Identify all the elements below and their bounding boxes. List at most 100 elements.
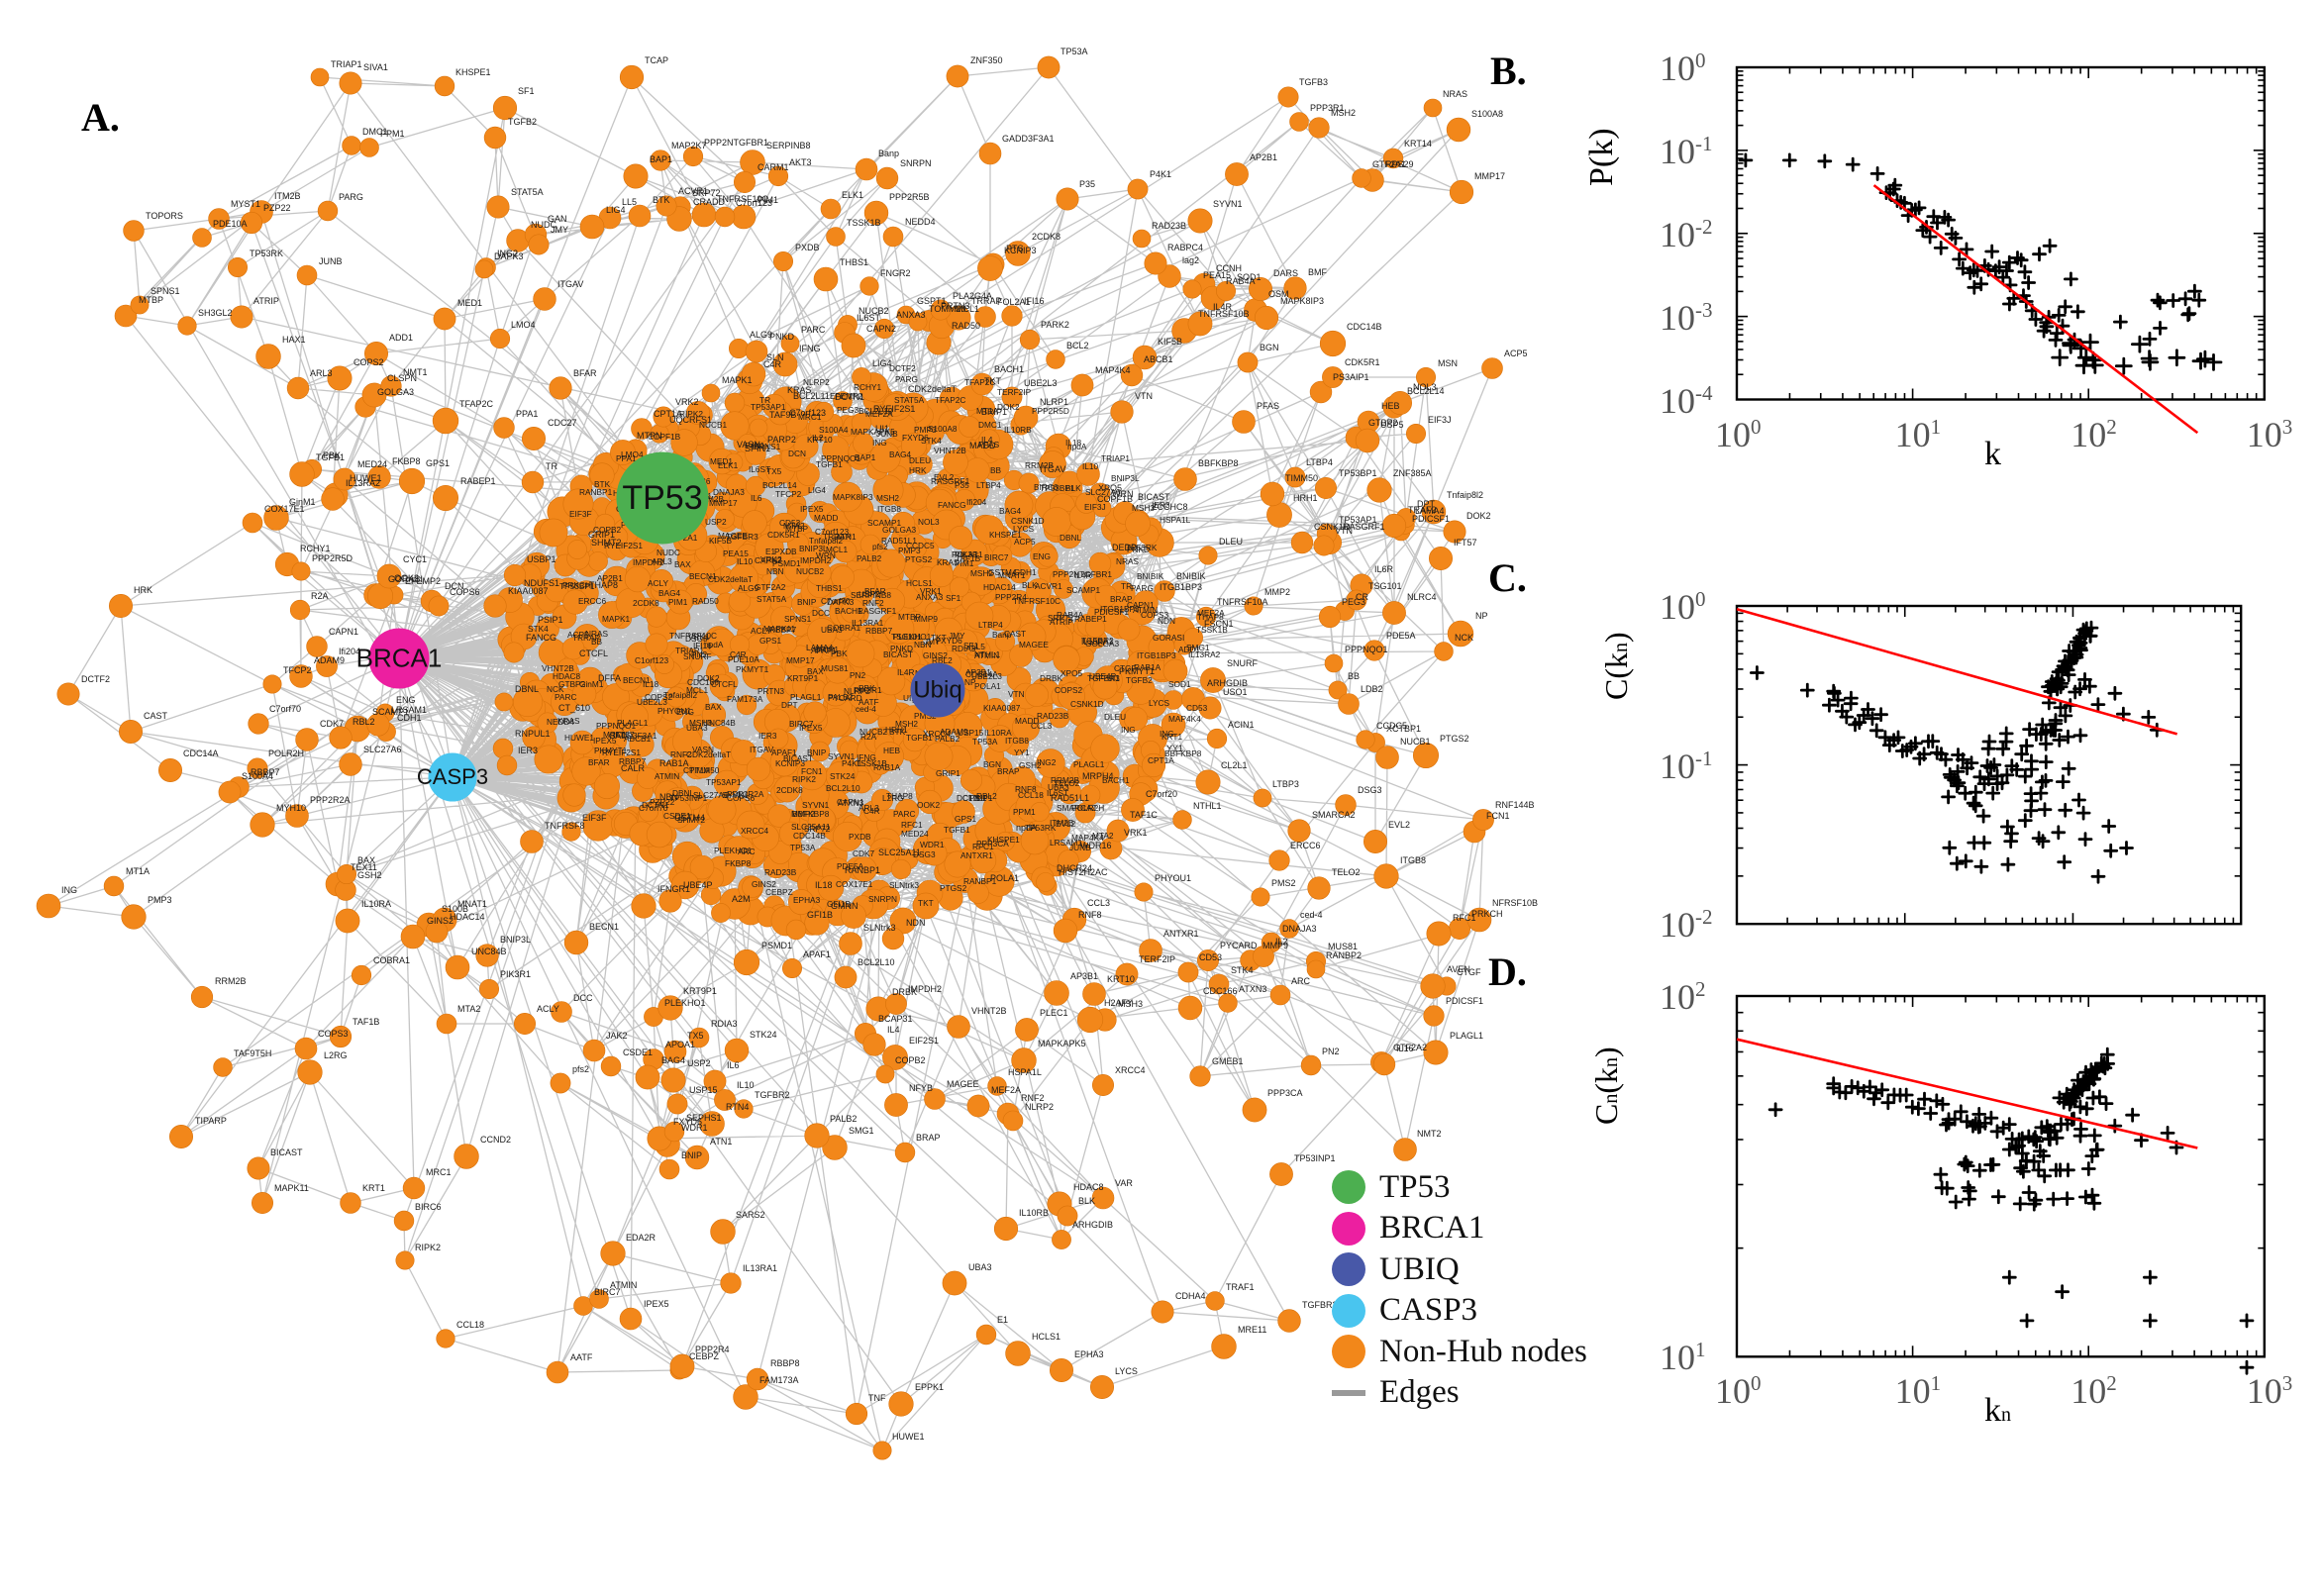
svg-text:TP53A: TP53A [1060, 47, 1088, 56]
svg-text:ARC: ARC [1291, 976, 1311, 986]
svg-text:PARC: PARC [893, 809, 915, 819]
svg-text:TP53INP1: TP53INP1 [1294, 1153, 1336, 1163]
svg-text:C7orf123: C7orf123 [736, 198, 772, 208]
svg-text:ENG: ENG [396, 695, 416, 705]
svg-text:TELO2: TELO2 [1332, 867, 1361, 877]
svg-text:AVEN: AVEN [1447, 964, 1470, 974]
svg-text:ARHGDIB: ARHGDIB [1072, 1220, 1113, 1230]
svg-text:VTN: VTN [1135, 391, 1153, 401]
svg-text:COX17E1: COX17E1 [836, 879, 873, 889]
svg-text:SMARCA2: SMARCA2 [1312, 810, 1356, 820]
svg-text:KCNIP3: KCNIP3 [1004, 246, 1037, 255]
svg-text:COPF1B: COPF1B [1097, 494, 1133, 504]
svg-text:COPS6: COPS6 [450, 587, 480, 597]
svg-text:LRSAM1: LRSAM1 [1050, 838, 1083, 848]
svg-text:KRT10: KRT10 [807, 435, 833, 445]
svg-text:MED1: MED1 [710, 456, 733, 466]
svg-text:TP53A: TP53A [972, 737, 998, 747]
svg-text:NFRSF10B: NFRSF10B [1492, 898, 1538, 908]
svg-text:COBRA1: COBRA1 [373, 955, 410, 965]
svg-text:DSG3: DSG3 [1358, 785, 1382, 795]
svg-text:PIM1: PIM1 [668, 597, 688, 607]
svg-text:JAK2: JAK2 [606, 1031, 628, 1041]
svg-text:ACIN1: ACIN1 [1228, 720, 1255, 730]
svg-text:NUCB1: NUCB1 [1400, 737, 1431, 747]
svg-text:DBNL: DBNL [515, 684, 539, 694]
svg-text:PPP2R2A: PPP2R2A [727, 789, 764, 799]
svg-text:NMT2: NMT2 [1417, 1129, 1442, 1139]
svg-text:PEA15: PEA15 [723, 549, 749, 558]
svg-text:THAP8: THAP8 [589, 580, 618, 590]
svg-text:NDN: NDN [906, 918, 926, 928]
svg-text:TKT: TKT [931, 633, 947, 643]
svg-text:FNGR2: FNGR2 [880, 268, 911, 278]
svg-text:SLNtrk3: SLNtrk3 [889, 880, 919, 890]
svg-text:MTBP: MTBP [139, 295, 163, 305]
svg-text:STAT5A: STAT5A [511, 187, 544, 197]
svg-text:BICAST: BICAST [883, 649, 913, 659]
svg-text:XRCC4: XRCC4 [1115, 1065, 1146, 1075]
svg-text:UNC84B: UNC84B [703, 718, 736, 728]
svg-text:PPP2R4: PPP2R4 [995, 592, 1027, 602]
svg-text:MAGEE: MAGEE [1019, 640, 1049, 649]
svg-text:PPP2R4: PPP2R4 [695, 1345, 730, 1354]
svg-text:JUNB: JUNB [319, 256, 343, 266]
svg-text:IL6ST: IL6ST [857, 313, 881, 323]
svg-text:USP5: USP5 [1380, 420, 1404, 430]
svg-text:EDA2R: EDA2R [626, 1233, 656, 1243]
svg-text:USP15: USP15 [689, 1085, 718, 1095]
svg-text:CDK5R1: CDK5R1 [1345, 357, 1380, 367]
svg-text:pfs2: pfs2 [572, 1064, 589, 1074]
svg-text:IL18: IL18 [643, 679, 659, 689]
svg-text:MMP17: MMP17 [786, 655, 815, 665]
svg-text:RRM2B: RRM2B [215, 976, 247, 986]
svg-text:R2A: R2A [311, 591, 329, 601]
svg-text:PLAGL1: PLAGL1 [617, 718, 649, 728]
svg-text:ced-4: ced-4 [1300, 910, 1323, 920]
svg-text:PXDB: PXDB [849, 832, 871, 842]
svg-text:CT_610: CT_610 [558, 703, 590, 713]
svg-text:RYEIF2S1: RYEIF2S1 [873, 404, 915, 414]
svg-text:AP2B1: AP2B1 [1250, 152, 1277, 162]
svg-text:CDHA4: CDHA4 [1175, 1291, 1206, 1301]
svg-text:MSH2: MSH2 [876, 493, 899, 503]
svg-text:SPNS1: SPNS1 [784, 614, 812, 624]
svg-text:NFYB: NFYB [909, 1083, 933, 1093]
svg-text:PALB2: PALB2 [830, 1114, 857, 1124]
svg-text:TAF1B: TAF1B [353, 1017, 379, 1027]
svg-text:TAF1C: TAF1C [1130, 810, 1158, 820]
svg-text:PDE5A: PDE5A [1386, 631, 1416, 641]
svg-text:PPA1: PPA1 [516, 409, 538, 419]
svg-text:LIG4: LIG4 [606, 205, 626, 215]
svg-text:TRIAP1: TRIAP1 [331, 59, 362, 69]
svg-text:TNFRSF10A: TNFRSF10A [1217, 597, 1268, 607]
svg-text:SERPINB8: SERPINB8 [766, 141, 811, 150]
svg-text:ING: ING [1121, 725, 1136, 735]
svg-text:FKBP8: FKBP8 [392, 456, 421, 466]
svg-text:ATXN3: ATXN3 [1239, 984, 1266, 994]
svg-text:TSSK1B: TSSK1B [847, 218, 881, 228]
svg-text:ANTXR1: ANTXR1 [960, 850, 993, 860]
svg-text:MYH10: MYH10 [276, 803, 306, 813]
svg-text:HUWE1: HUWE1 [892, 1432, 925, 1442]
svg-text:RAB1A: RAB1A [659, 758, 689, 768]
svg-text:ATMIN: ATMIN [610, 1280, 637, 1290]
svg-text:LTBP3: LTBP3 [1272, 779, 1299, 789]
svg-text:THBS1: THBS1 [816, 583, 843, 593]
svg-text:C7orf70: C7orf70 [269, 704, 301, 714]
svg-text:DNAJA3: DNAJA3 [1282, 924, 1317, 934]
svg-text:PYCARD: PYCARD [1220, 941, 1258, 950]
svg-text:UNC84B: UNC84B [471, 947, 507, 956]
svg-text:TRIAP1: TRIAP1 [675, 646, 704, 655]
svg-text:PEG3: PEG3 [1342, 597, 1365, 607]
svg-text:GAN: GAN [548, 214, 567, 224]
svg-text:PLA2G4A: PLA2G4A [953, 291, 992, 301]
svg-text:NCK: NCK [1455, 633, 1473, 643]
svg-text:CD53: CD53 [1186, 703, 1208, 713]
svg-text:SMARCA2: SMARCA2 [1057, 803, 1096, 813]
svg-text:TAF9T5H: TAF9T5H [234, 1048, 271, 1058]
svg-text:BNIP: BNIP [797, 597, 817, 607]
svg-text:TAF1B: TAF1B [956, 553, 981, 563]
svg-text:CDK2deltaT: CDK2deltaT [908, 384, 958, 394]
svg-text:BIRC6: BIRC6 [1034, 482, 1059, 492]
